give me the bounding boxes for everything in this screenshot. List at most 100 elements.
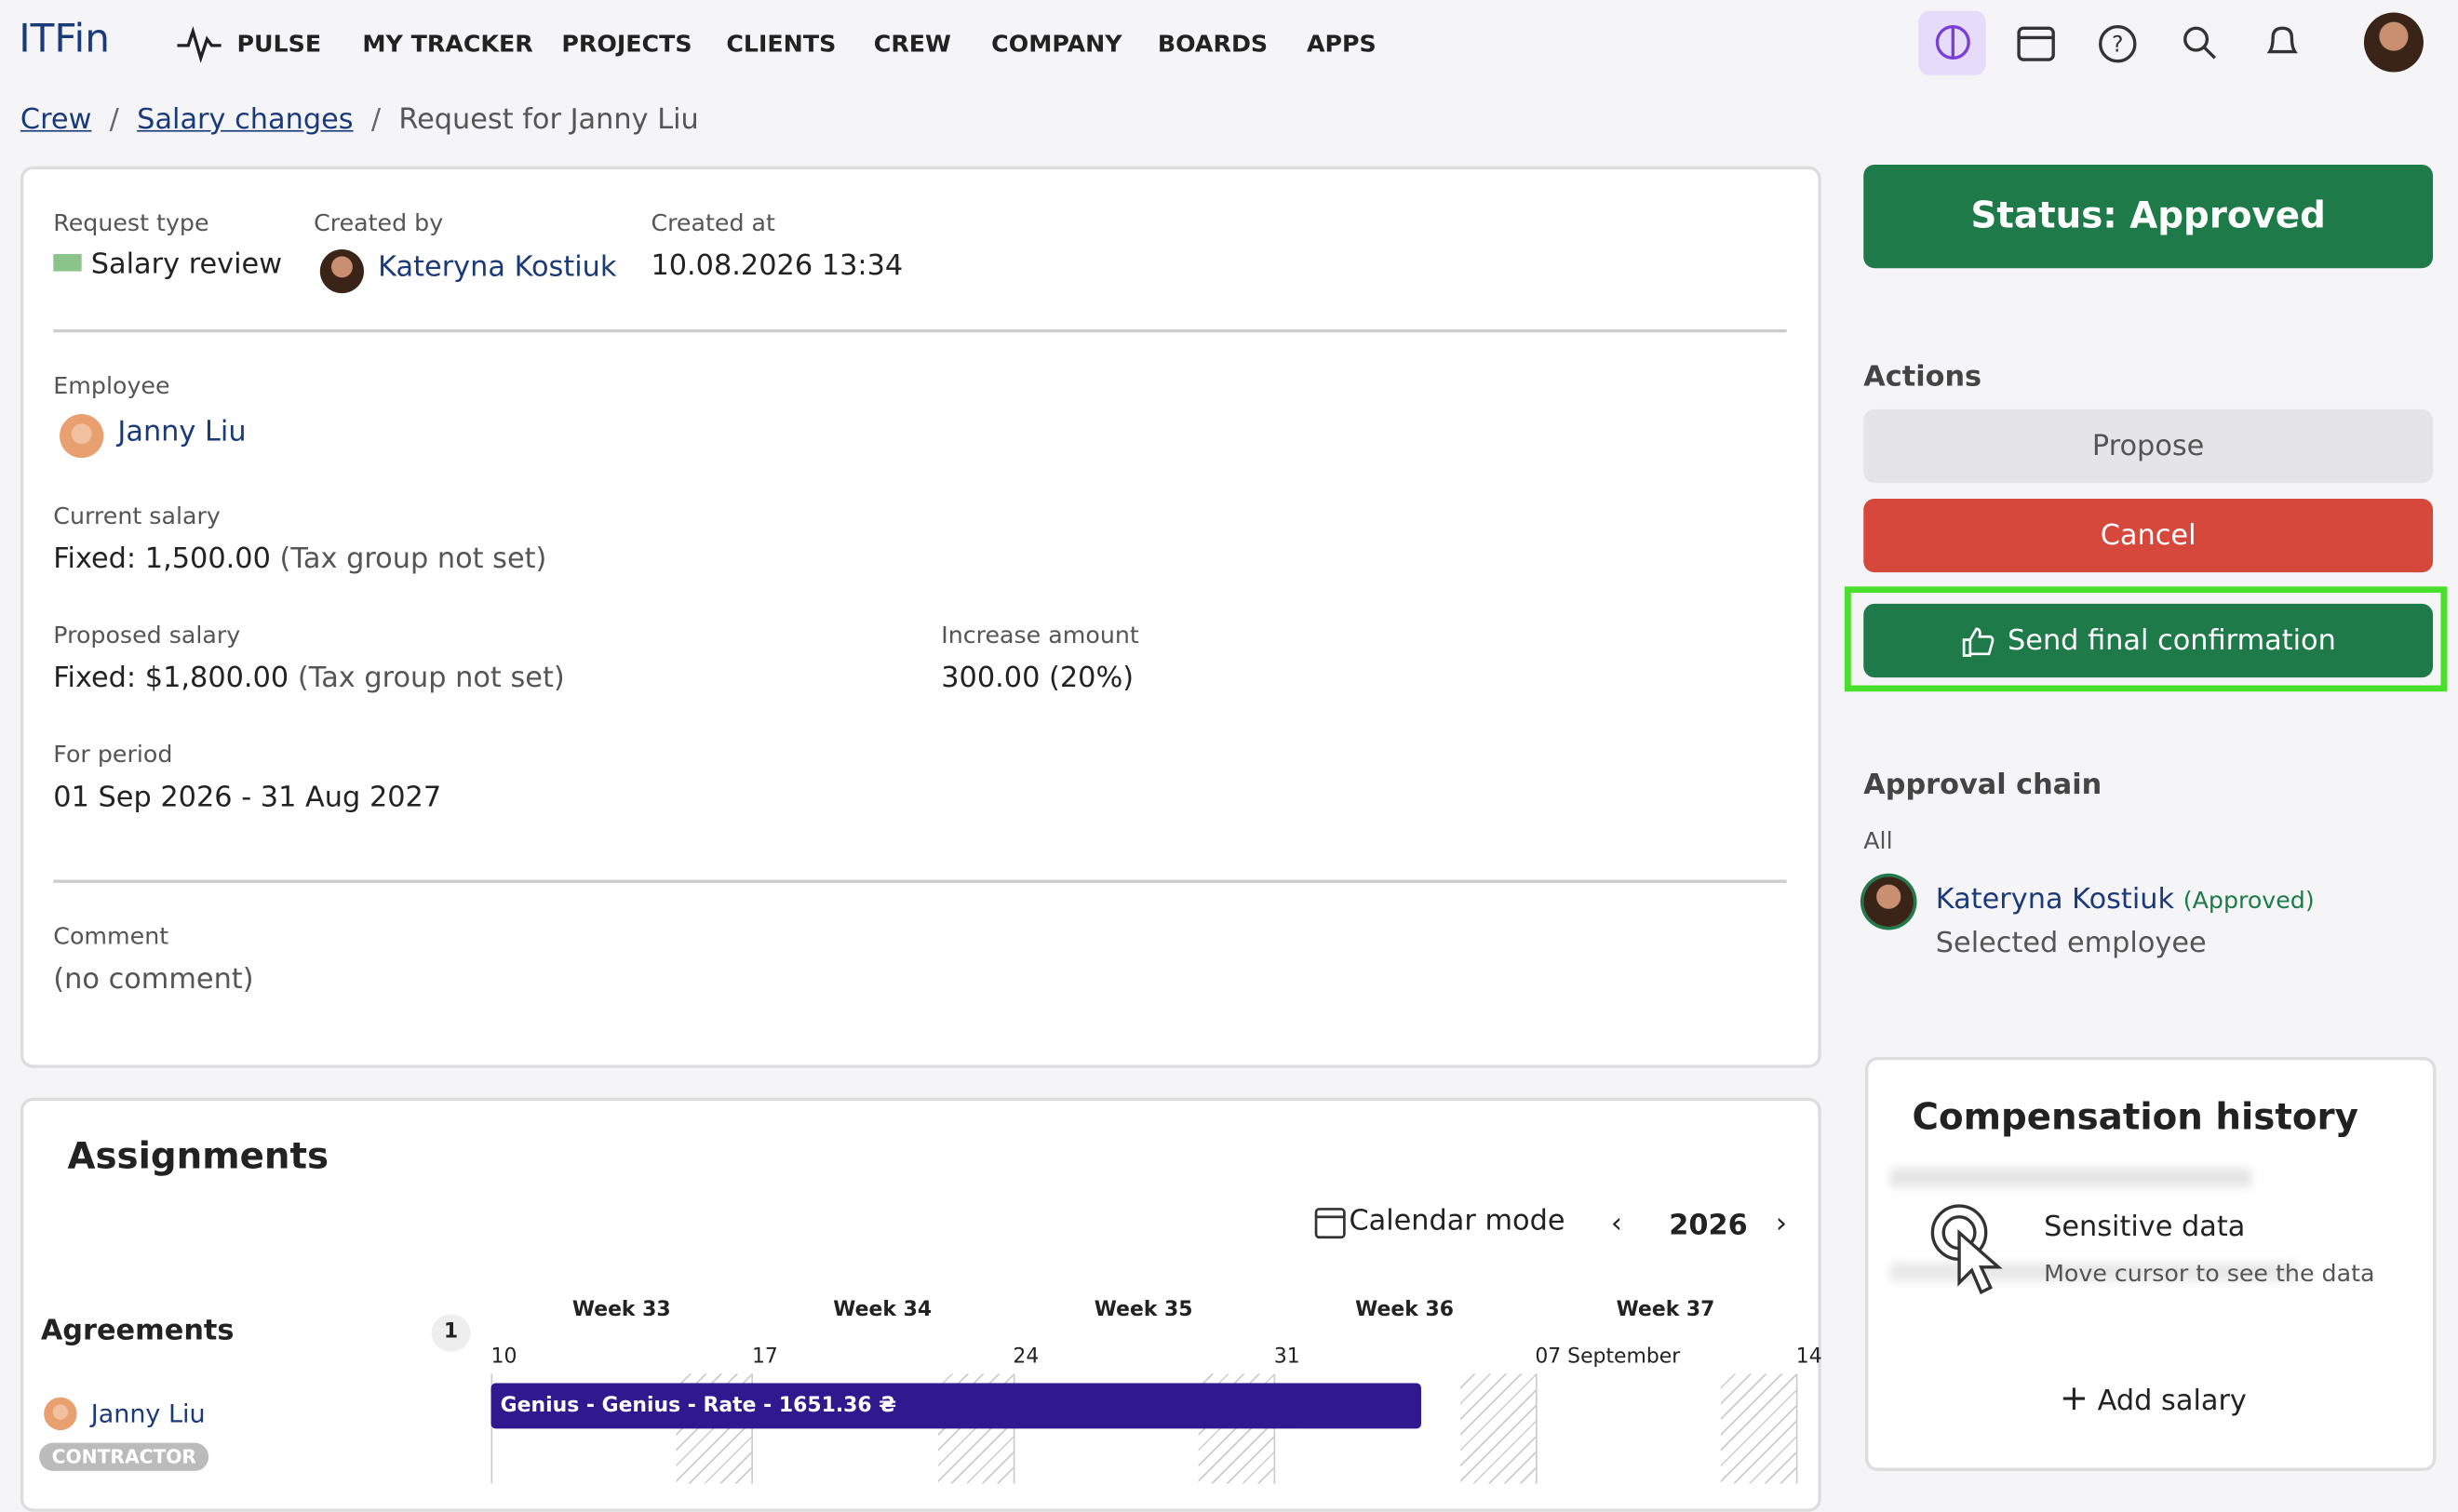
salary: Fixed: 1,500.00 (53, 542, 271, 576)
user-link[interactable]: Kateryna Kostiuk (1935, 882, 2175, 917)
value: 10.08.2026 13:34 (651, 248, 904, 283)
card-title: Assignments (67, 1136, 329, 1178)
svg-text:?: ? (2112, 32, 2124, 58)
date-label: 17 (751, 1345, 778, 1370)
week-label: Week 36 (1355, 1298, 1454, 1322)
value: 300.00 (20%) (941, 662, 1135, 695)
request-card (20, 166, 1821, 1068)
propose-button[interactable]: Propose (1863, 408, 2434, 484)
grid-line (1795, 1373, 1798, 1484)
blurred-data (1889, 1168, 2251, 1187)
calendar-icon[interactable] (2016, 23, 2057, 64)
value: Salary review (90, 248, 283, 281)
help-icon[interactable]: ? (2097, 23, 2138, 64)
weekend (1459, 1373, 1536, 1484)
approver-status: (Approved) (2183, 886, 2315, 915)
value: Fixed: $1,800.00 (Tax group not set) (53, 662, 564, 694)
grid-line (1535, 1373, 1538, 1484)
label: Employee (53, 371, 170, 400)
divider (53, 879, 1787, 883)
touch-icon (1930, 1204, 2003, 1295)
label: Request type (53, 208, 209, 237)
breadcrumb-current: Request for Janny Liu (398, 103, 699, 137)
grid-line (1013, 1373, 1015, 1484)
label: Increase amount (941, 621, 1139, 649)
weekend (1720, 1373, 1796, 1484)
user-avatar[interactable] (2363, 12, 2424, 73)
nav-item[interactable]: PULSE (236, 30, 322, 59)
prev-year[interactable]: ‹ (1610, 1207, 1623, 1241)
date-label: 24 (1013, 1345, 1040, 1370)
user-link[interactable]: Janny Liu (90, 1398, 206, 1429)
agreements-label: Agreements (40, 1314, 235, 1347)
cancel-button[interactable]: Cancel (1863, 498, 2434, 573)
date-label: 07 September (1535, 1345, 1681, 1370)
label: Proposed salary (53, 621, 241, 649)
nav-item[interactable]: BOARDS (1157, 30, 1269, 59)
add-label: Add salary (2097, 1385, 2247, 1418)
bell-icon[interactable] (2262, 22, 2303, 63)
money-icon (53, 254, 82, 272)
breadcrumb-link[interactable]: Salary changes (137, 103, 354, 137)
value: Fixed: 1,500.00 (Tax group not set) (53, 542, 546, 575)
tag: CONTRACTOR (39, 1442, 209, 1471)
approver-role: Selected employee (1935, 927, 2207, 960)
assignment-bar[interactable]: Genius - Genius - Rate - 1651.36 ₴ (490, 1383, 1421, 1429)
divider (53, 328, 1787, 333)
thumb-icon (1962, 626, 1995, 657)
nav-item[interactable]: CLIENTS (726, 30, 837, 59)
avatar (1863, 876, 1914, 928)
status-badge: Status: Approved (1863, 164, 2434, 269)
agreements-count: 1 (431, 1314, 471, 1352)
search-icon[interactable] (2181, 23, 2222, 64)
salary: Fixed: $1,800.00 (53, 662, 289, 695)
label: Current salary (53, 502, 221, 530)
card-title: Compensation history (1912, 1097, 2358, 1139)
label: All (1863, 826, 1893, 855)
button-label: Send final confirmation (2008, 623, 2336, 658)
week-label: Week 34 (833, 1298, 933, 1322)
label: Comment (53, 922, 169, 951)
approver: Kateryna Kostiuk (Approved) (1936, 883, 2315, 916)
week-label: Week 37 (1616, 1298, 1715, 1322)
note: (Tax group not set) (297, 662, 565, 695)
note: (Tax group not set) (279, 542, 547, 576)
pulse-icon (177, 26, 222, 63)
add-salary[interactable]: + Add salary (2059, 1380, 2247, 1420)
sensitive-title: Sensitive data (2044, 1211, 2246, 1244)
nav-item[interactable]: PROJECTS (561, 30, 692, 59)
label: For period (53, 740, 173, 769)
week-label: Week 33 (571, 1298, 671, 1322)
week-label: Week 35 (1094, 1298, 1193, 1322)
grid-line (751, 1373, 754, 1484)
avatar (60, 413, 104, 459)
calendar-icon (1314, 1208, 1346, 1239)
label: Created by (314, 208, 444, 237)
logo[interactable]: ITFin (19, 15, 110, 61)
value: (no comment) (53, 962, 254, 997)
label: Created at (651, 208, 775, 237)
brain-icon (1935, 24, 1970, 60)
date-label: 10 (490, 1345, 517, 1370)
nav-item[interactable]: CREW (873, 30, 951, 59)
date-label: 31 (1273, 1345, 1300, 1370)
breadcrumb-link[interactable]: Crew (20, 103, 92, 137)
breadcrumb: Crew / Salary changes / Request for Jann… (20, 103, 699, 137)
calendar-mode[interactable]: Calendar mode (1349, 1204, 1565, 1238)
nav-item[interactable]: COMPANY (991, 30, 1122, 59)
sensitive-hint: Move cursor to see the data (2044, 1259, 2375, 1288)
highlight (1845, 586, 2448, 692)
avatar (44, 1397, 77, 1431)
page: {"nav":{"logo":"ITFin","items":["PULSE",… (19, 10, 2448, 1512)
avatar (319, 248, 365, 294)
user-link[interactable]: Janny Liu (117, 415, 247, 449)
next-year[interactable]: › (1775, 1207, 1788, 1241)
grid-line (1273, 1373, 1276, 1484)
grid-line (490, 1373, 493, 1484)
confirm-button[interactable]: Send final confirmation (1863, 603, 2434, 678)
user-link[interactable]: Kateryna Kostiuk (378, 250, 617, 285)
nav-item[interactable]: MY TRACKER (362, 30, 533, 59)
nav-item[interactable]: APPS (1306, 30, 1377, 59)
value: 01 Sep 2026 - 31 Aug 2027 (53, 781, 442, 814)
